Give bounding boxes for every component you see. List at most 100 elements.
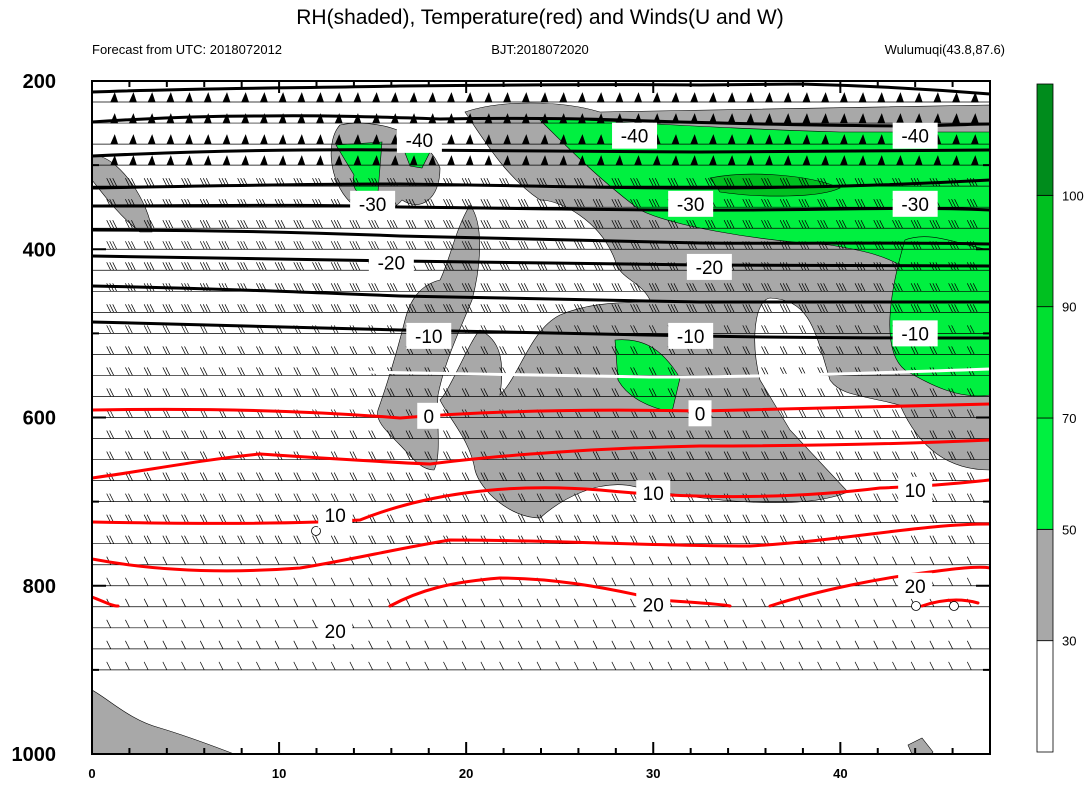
chart-title: RH(shaded), Temperature(red) and Winds(U…	[296, 6, 783, 29]
wind-barb	[162, 409, 168, 418]
wind-barb	[274, 346, 280, 355]
wind-barb	[368, 304, 373, 313]
wind-barb	[296, 220, 302, 229]
wind-barb	[143, 430, 149, 439]
wind-pennant	[652, 92, 661, 103]
wind-barb	[654, 283, 660, 292]
wind-barb	[910, 430, 916, 439]
colorbar-segment	[1036, 528, 1054, 642]
wind-pennant	[222, 113, 231, 124]
wind-barb	[162, 619, 168, 628]
wind-barb	[932, 514, 938, 523]
wind-barb	[857, 472, 863, 481]
wind-barb	[162, 640, 168, 650]
wind-barb	[910, 283, 916, 292]
wind-barb	[312, 367, 317, 376]
wind-barb	[312, 241, 317, 250]
wind-barb	[461, 493, 467, 502]
wind-barb	[143, 304, 149, 313]
wind-pennant	[147, 155, 156, 166]
wind-barb	[165, 241, 171, 250]
wind-barb	[761, 199, 766, 208]
wind-barb	[486, 241, 492, 250]
wind-barb	[336, 241, 342, 250]
wind-barb	[333, 430, 339, 439]
wind-barb	[349, 535, 355, 544]
wind-barb	[128, 430, 133, 439]
wind-barb	[333, 535, 339, 544]
wind-barb	[857, 220, 863, 229]
wind-barb	[446, 514, 451, 523]
wind-barb	[205, 304, 211, 313]
wind-barb	[387, 619, 392, 628]
wind-barb	[112, 220, 118, 229]
wind-barb	[312, 556, 317, 565]
wind-barb	[767, 283, 772, 292]
wind-barb	[577, 199, 582, 208]
wind-barb	[480, 388, 486, 397]
wind-barb	[558, 304, 564, 313]
wind-barb	[256, 367, 261, 376]
wind-barb	[801, 451, 807, 460]
wind-barb	[723, 451, 729, 460]
rh-area-upper-left	[92, 154, 153, 233]
wind-barb	[839, 220, 844, 229]
wind-barb	[932, 472, 938, 481]
wind-barb	[499, 661, 504, 671]
wind-barb	[259, 388, 264, 397]
wind-barb	[330, 367, 336, 376]
isotherm-black	[92, 82, 990, 96]
wind-barb	[256, 430, 261, 439]
wind-barb	[296, 241, 302, 250]
wind-barb	[240, 472, 245, 481]
wind-barb	[449, 283, 454, 292]
wind-barb	[705, 388, 710, 397]
wind-barb	[667, 640, 673, 650]
wind-barb	[371, 451, 376, 460]
wind-barb	[162, 262, 168, 271]
wind-barb	[259, 472, 264, 481]
wind-barb	[205, 220, 211, 229]
temperature-contour-label: -40	[621, 127, 648, 148]
y-tick-label: 1000	[12, 744, 57, 766]
wind-barb	[181, 451, 186, 460]
wind-barb	[873, 472, 879, 481]
wind-barb	[517, 220, 523, 229]
wind-barb	[857, 514, 863, 523]
wind-barb	[352, 241, 358, 250]
wind-barb	[798, 556, 804, 565]
wind-barb	[387, 241, 392, 250]
wind-barb	[558, 346, 564, 355]
wind-barb	[705, 619, 710, 628]
wind-pennant	[241, 155, 250, 166]
wind-barb	[517, 304, 523, 313]
wind-barb	[648, 451, 654, 460]
wind-barb	[764, 220, 769, 229]
wind-barb	[181, 535, 186, 544]
wind-barb	[595, 177, 601, 187]
wind-barb	[483, 283, 489, 292]
wind-pennant	[185, 155, 194, 166]
wind-pennant	[952, 113, 961, 124]
wind-barb	[798, 619, 804, 628]
wind-barb	[820, 514, 825, 523]
wind-barb	[817, 325, 822, 334]
wind-barb	[274, 241, 280, 250]
wind-barb	[274, 640, 280, 650]
wind-barb	[536, 430, 542, 439]
wind-barb	[299, 241, 305, 250]
wind-barb	[633, 325, 638, 334]
wind-barb	[408, 283, 414, 292]
wind-barb	[165, 367, 171, 376]
wind-barb	[333, 262, 339, 271]
wind-barb	[405, 598, 411, 607]
wind-barb	[577, 451, 582, 460]
wind-barb	[427, 430, 433, 439]
wind-barb	[349, 430, 355, 439]
wind-barb	[876, 409, 882, 418]
wind-barb	[184, 325, 189, 334]
wind-barb	[592, 640, 598, 650]
wind-barb	[149, 241, 155, 250]
wind-barb	[221, 430, 227, 439]
wind-pennant	[503, 134, 512, 145]
